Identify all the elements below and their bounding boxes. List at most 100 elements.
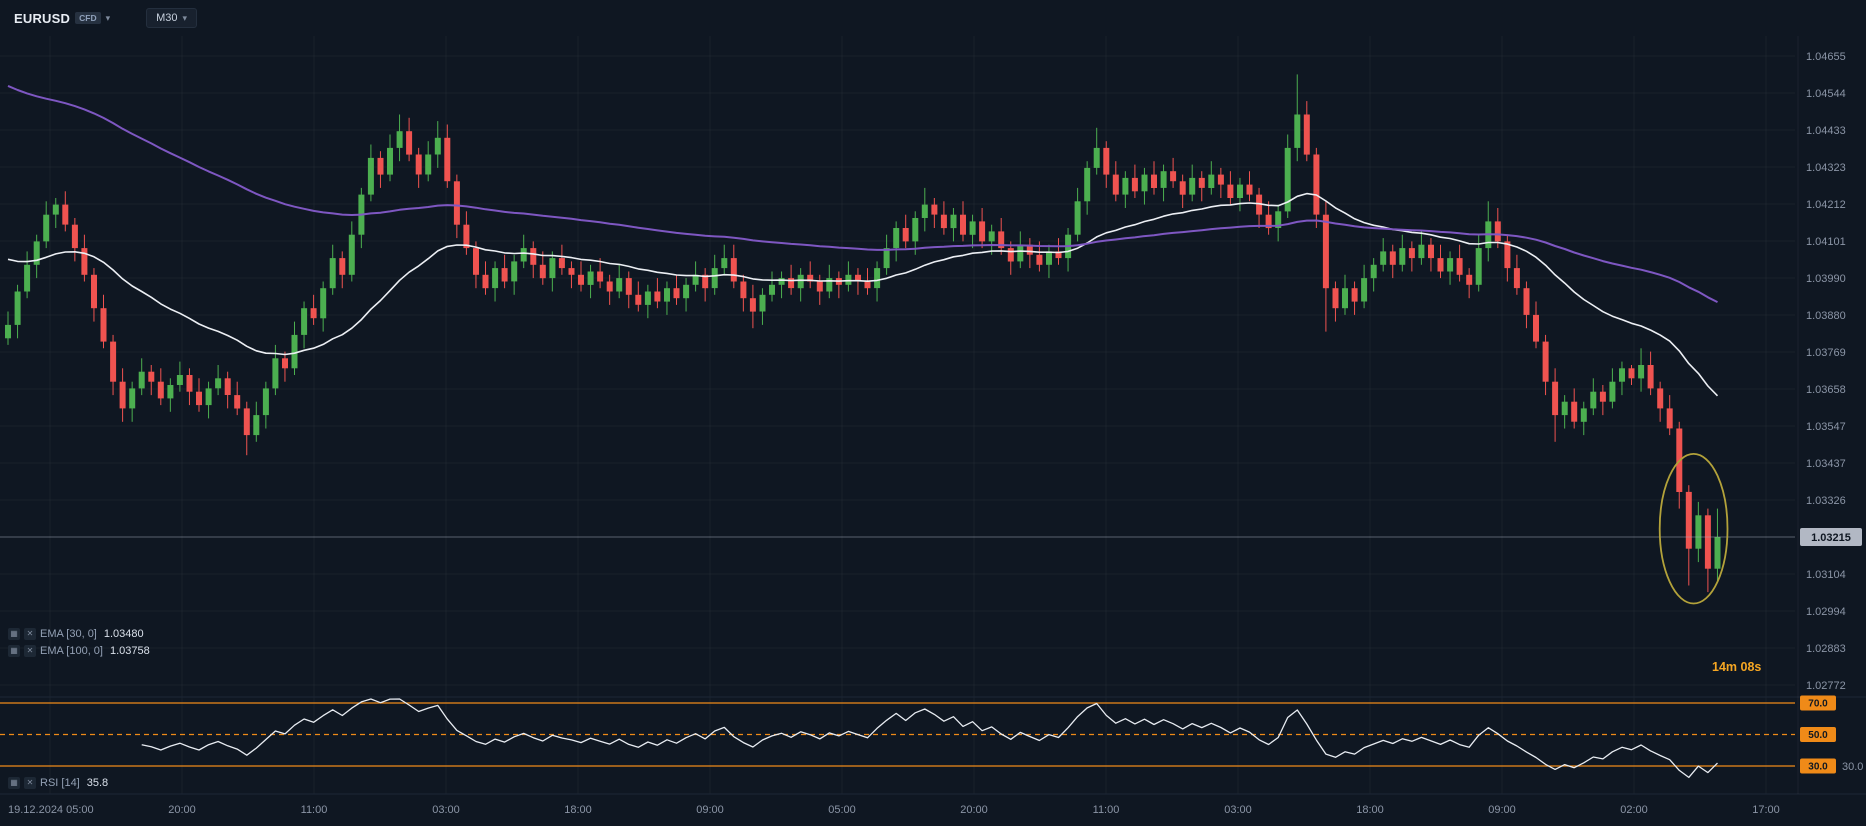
ema30-value: 1.03480 <box>103 628 144 640</box>
time-axis-label: 03:00 <box>432 804 460 816</box>
candle-body <box>1361 278 1368 302</box>
candle-body <box>329 258 336 289</box>
candle-body <box>1370 264 1377 279</box>
chevron-down-icon: ▾ <box>182 12 188 23</box>
price-axis-label: 1.03658 <box>1806 384 1846 396</box>
rsi-level-label: 70.0 <box>1808 699 1828 710</box>
timeframe-selector[interactable]: M30 ▾ <box>146 8 198 28</box>
candle-body <box>664 288 670 302</box>
candle-body <box>683 284 690 299</box>
candle-body <box>301 308 308 335</box>
candle-body <box>1046 251 1052 265</box>
candle-body <box>1428 244 1434 259</box>
timeframe-label: M30 <box>156 12 178 24</box>
time-axis-label: 20:00 <box>168 804 196 816</box>
price-axis-label: 1.02883 <box>1806 643 1846 655</box>
candle-body <box>1112 174 1119 195</box>
candle-body <box>1513 268 1520 289</box>
time-axis-label: 09:00 <box>1488 804 1516 816</box>
annotation-ellipse[interactable] <box>1658 453 1729 605</box>
candle-body <box>960 214 966 235</box>
candle-body <box>348 234 355 275</box>
indicator-remove-icon[interactable]: ✕ <box>24 628 36 640</box>
candle-body <box>1160 171 1167 188</box>
symbol-selector[interactable]: EURUSD CFD ▾ <box>14 11 110 26</box>
candle-body <box>100 308 107 342</box>
candle-body <box>1036 254 1043 265</box>
candle-body <box>482 274 489 289</box>
price-axis-label: 1.03880 <box>1806 310 1846 322</box>
rsi-level-badge <box>1800 695 1836 711</box>
candle-body <box>558 258 565 269</box>
indicator-remove-icon[interactable]: ✕ <box>24 645 36 657</box>
time-axis-label: 17:00 <box>1752 804 1780 816</box>
price-axis-label: 1.02994 <box>1806 606 1846 618</box>
ema30-legend: ▦ ✕ EMA [30, 0] 1.03480 <box>8 628 144 640</box>
candle-body <box>1322 214 1329 289</box>
candle-body <box>1198 177 1205 188</box>
candle-body <box>14 291 21 325</box>
candle-body <box>998 231 1005 249</box>
candle-body <box>969 221 976 235</box>
candle-body <box>1380 251 1387 265</box>
candle-body <box>1533 314 1539 342</box>
candle-body <box>406 131 413 155</box>
candle-body <box>1217 174 1224 185</box>
candle-body <box>921 204 928 218</box>
candle-body <box>1131 177 1138 192</box>
candle-body <box>1122 177 1129 195</box>
candle-body <box>1666 408 1673 429</box>
candle-body <box>730 258 737 282</box>
candle-body <box>387 147 393 175</box>
candle-body <box>377 157 384 175</box>
candle-body <box>749 298 756 312</box>
candle-body <box>1542 341 1549 382</box>
candle-body <box>855 274 861 282</box>
ema100-line <box>7 84 1718 303</box>
candle-body <box>196 391 202 406</box>
candle-body <box>5 324 11 339</box>
candle-body <box>205 388 212 406</box>
candle-body <box>635 294 642 305</box>
candle-body <box>1074 201 1081 235</box>
candle-body <box>1561 401 1568 416</box>
candle-body <box>1638 365 1645 379</box>
candle-body <box>110 341 117 382</box>
candle-body <box>788 278 795 289</box>
indicator-visibility-icon[interactable]: ▦ <box>8 628 20 640</box>
ema100-label: EMA [100, 0] <box>40 645 103 657</box>
candle-body <box>1294 114 1301 148</box>
candle-body <box>931 204 938 215</box>
candle-body <box>1619 368 1625 382</box>
candle-body <box>1494 221 1501 242</box>
indicator-visibility-icon[interactable]: ▦ <box>8 777 20 789</box>
candle-body <box>1256 194 1263 215</box>
candle-body <box>912 218 919 242</box>
ema30-label: EMA [30, 0] <box>40 628 97 640</box>
candle-body <box>721 258 728 269</box>
rsi-level-badge <box>1800 758 1836 774</box>
price-axis-label: 1.03437 <box>1806 458 1846 470</box>
time-axis-label: 02:00 <box>1620 804 1648 816</box>
candle-body <box>511 261 518 282</box>
candle-body <box>52 204 59 215</box>
candle-body <box>253 415 260 436</box>
candle-body <box>940 214 947 229</box>
ema100-legend: ▦ ✕ EMA [100, 0] 1.03758 <box>8 645 150 657</box>
candle-body <box>902 228 909 242</box>
candle-body <box>1389 251 1396 265</box>
candle-body <box>138 371 145 389</box>
candle-body <box>587 271 594 285</box>
candle-body <box>1017 244 1024 262</box>
candle-body <box>778 278 785 285</box>
indicator-remove-icon[interactable]: ✕ <box>24 777 36 789</box>
indicator-visibility-icon[interactable]: ▦ <box>8 645 20 657</box>
candle-body <box>616 278 623 292</box>
candle-body <box>1342 288 1348 309</box>
candle-body <box>1170 171 1177 182</box>
candle-body <box>1007 248 1014 262</box>
candle-body <box>167 385 174 399</box>
candle-body <box>1103 147 1110 175</box>
candle-body <box>1237 184 1243 198</box>
